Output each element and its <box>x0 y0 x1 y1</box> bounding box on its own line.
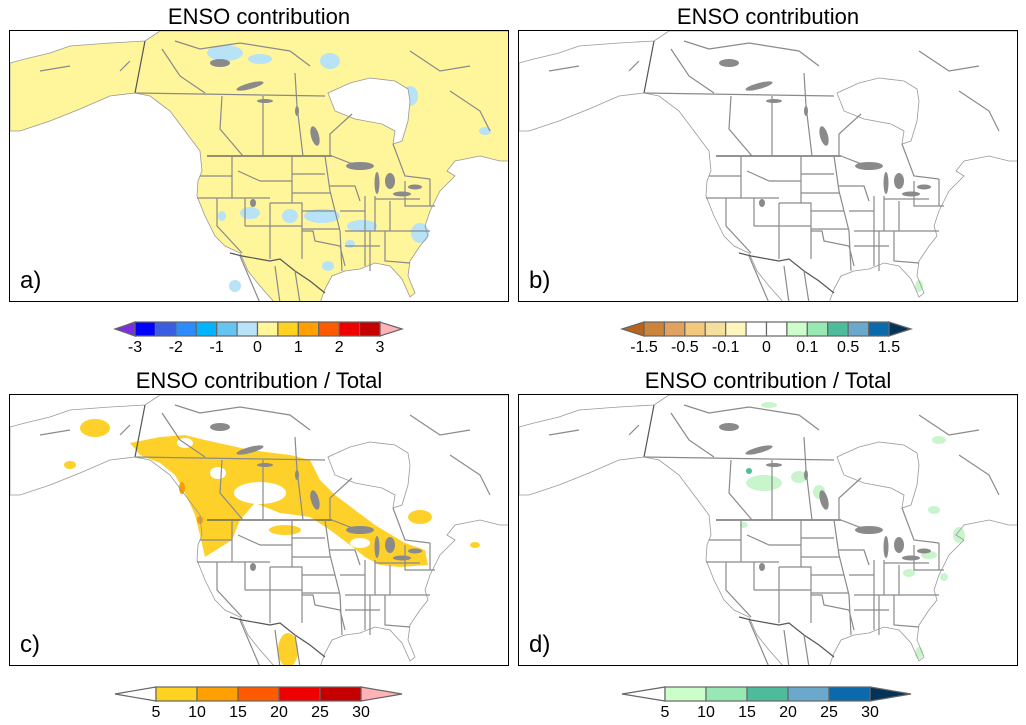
colorbar-b-tick-label: 0 <box>762 339 771 356</box>
colorbar-a-tick-label: 3 <box>376 339 385 356</box>
colorbar-d-box <box>664 686 707 702</box>
panel-c-title: ENSO contribution / Total <box>135 368 383 393</box>
colorbar-a-box <box>154 321 177 337</box>
colorbar-a-tick-label: 2 <box>335 339 344 356</box>
colorbar-a-box <box>318 321 340 337</box>
colorbar-d-box <box>787 686 830 702</box>
panel-a-title: ENSO contribution <box>167 4 351 29</box>
colorbar-a-box <box>277 321 299 337</box>
colorbar-a-box <box>297 321 320 337</box>
colorbar-a-tick-label: -1 <box>210 339 224 356</box>
colorbar-d-box <box>828 686 871 702</box>
colorbar-a-box <box>195 321 218 337</box>
colorbar-b-tick-label: 1.5 <box>878 339 900 356</box>
colorbar-d-box <box>705 686 748 702</box>
panel-d-label: d) <box>529 631 551 658</box>
colorbar-b-tick-label: -0.5 <box>671 339 699 356</box>
colorbar-c-tick-label: 20 <box>270 704 288 721</box>
colorbar-b-tick-label: -1.5 <box>630 339 658 356</box>
colorbar-b-box <box>827 321 849 337</box>
colorbar-a-box <box>216 321 238 337</box>
colorbar-a-tick-label: 0 <box>253 339 262 356</box>
colorbar-c-right-triangle <box>360 686 403 702</box>
panel-b-label: b) <box>529 267 551 294</box>
colorbar-a-box <box>134 321 157 337</box>
panel-d-title: ENSO contribution / Total <box>644 368 892 393</box>
colorbar-b-box <box>745 321 768 337</box>
ratio-gaps <box>177 438 370 548</box>
colorbar-a-tick-label: -2 <box>169 339 183 356</box>
colorbar-a-tick-label: -3 <box>128 339 142 356</box>
colorbar-a-box <box>175 321 197 337</box>
panel-c-map: c) <box>9 394 509 666</box>
positive-anomaly-patch <box>915 280 923 292</box>
panel-a-label: a) <box>20 267 42 294</box>
colorbar-c-box <box>278 686 321 702</box>
colorbar-c-tick-label: 5 <box>152 704 161 721</box>
colorbar-d-tick-label: 20 <box>779 704 797 721</box>
colorbar-b-tick-label: 0.1 <box>796 339 818 356</box>
panel-d-map: d) <box>518 394 1018 666</box>
colorbar-b-box <box>704 321 727 337</box>
panel-b-map: b) <box>518 30 1018 302</box>
colorbar-c-box <box>237 686 280 702</box>
colorbar-b-box <box>806 321 829 337</box>
colorbar-a-box <box>256 321 279 337</box>
colorbar-c-box <box>155 686 198 702</box>
ratio-patches <box>64 419 480 665</box>
ratio-high-patch <box>746 468 752 474</box>
colorbar-d-tick-label: 5 <box>661 704 670 721</box>
colorbar-a-box <box>236 321 259 337</box>
colorbar-c-tick-label: 25 <box>311 704 329 721</box>
colorbar-b-tick-label: 0.5 <box>837 339 859 356</box>
colorbar-d-tick-label: 10 <box>697 704 715 721</box>
panel-a-map: a) <box>9 30 509 302</box>
colorbar-c-tick-label: 30 <box>352 704 370 721</box>
colorbar-c-tick-label: 15 <box>229 704 247 721</box>
ratio-patches <box>740 402 965 659</box>
colorbar-c-tick-label: 10 <box>188 704 206 721</box>
colorbar-b-box <box>643 321 666 337</box>
colorbar-c-box <box>319 686 362 702</box>
colorbar-a-right-triangle <box>379 321 404 337</box>
panel-b-title: ENSO contribution <box>676 4 860 29</box>
panel-c-label: c) <box>20 631 40 658</box>
colorbar-b-box <box>765 321 788 337</box>
colorbar-b-box <box>684 321 706 337</box>
colorbar-b-tick-label: -0.1 <box>712 339 740 356</box>
colorbar-d-left-triangle <box>621 686 666 702</box>
colorbar-b-box <box>663 321 686 337</box>
colorbar-c-box <box>196 686 239 702</box>
colorbar-d-tick-label: 30 <box>861 704 879 721</box>
colorbar-b-left-triangle <box>620 321 645 337</box>
colorbar-d-right-triangle <box>869 686 912 702</box>
colorbar-a-tick-label: 1 <box>294 339 303 356</box>
colorbar-a-box <box>358 321 381 337</box>
colorbar-b-box <box>725 321 747 337</box>
colorbar-c-left-triangle <box>114 686 157 702</box>
colorbar-a-box <box>338 321 361 337</box>
colorbar-b-right-triangle <box>888 321 913 337</box>
colorbar-b-box <box>867 321 890 337</box>
colorbar-a-left-triangle <box>113 321 136 337</box>
colorbar-d-tick-label: 15 <box>738 704 756 721</box>
colorbar-d-box <box>746 686 789 702</box>
colorbar-d-tick-label: 25 <box>820 704 838 721</box>
colorbar-b-box <box>847 321 870 337</box>
colorbar-b-box <box>786 321 808 337</box>
